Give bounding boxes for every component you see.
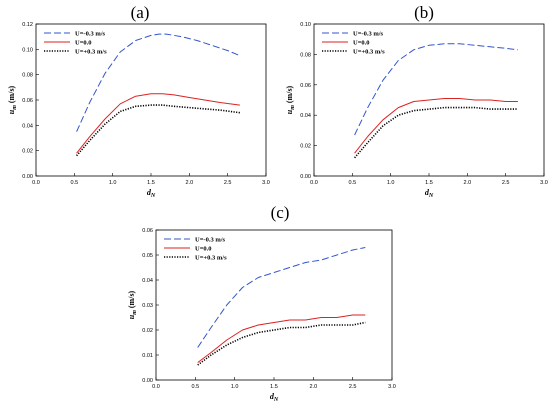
- series-line-0: [197, 247, 366, 348]
- x-tick-label: 1.5: [425, 180, 433, 186]
- legend-entry-1: U=0.0: [195, 245, 212, 252]
- x-tick-label: 0.5: [349, 180, 357, 186]
- series-line-0: [76, 33, 241, 132]
- y-tick-label: 0.00: [300, 174, 311, 180]
- y-tick-label: 0.06: [300, 83, 311, 89]
- legend-entry-0: U=-0.3 m/s: [75, 30, 106, 37]
- x-tick-label: 2.0: [310, 384, 318, 390]
- series-line-1: [354, 98, 518, 154]
- x-tick-label: 2.5: [224, 180, 232, 186]
- y-tick-label: 0.10: [22, 47, 33, 53]
- legend-entry-1: U=0.0: [75, 39, 92, 46]
- x-tick-label: 3.0: [262, 180, 270, 186]
- y-tick-label: 0.05: [142, 253, 153, 259]
- legend-entry-0: U=-0.3 m/s: [195, 236, 226, 243]
- y-tick-label: 0.06: [142, 228, 153, 234]
- legend-entry-2: U=+0.3 m/s: [75, 48, 107, 55]
- panel-label: (b): [414, 3, 434, 22]
- y-tick-label: 0.04: [22, 123, 33, 129]
- x-tick-label: 2.0: [186, 180, 194, 186]
- series-line-2: [353, 106, 518, 159]
- y-axis-title: um (m/s): [285, 85, 296, 114]
- x-tick-label: 2.0: [464, 180, 472, 186]
- x-tick-label: 1.5: [270, 384, 278, 390]
- y-tick-label: 0.02: [142, 328, 153, 334]
- y-tick-label: 0.01: [142, 353, 153, 359]
- chart-panel-a: (a) 0.0 0.5 1.0 1.5 2.0 2.5 3.0 0.00 0.02 0.04 0.06…: [7, 3, 270, 199]
- y-axis-title: um (m/s): [7, 85, 18, 114]
- chart-panel-c: (c) 0.0 0.5 1.0 1.5 2.0 2.5 3.0 0.00 0.01 0.02 0.03…: [127, 203, 396, 402]
- x-axis-title: dN: [270, 392, 279, 402]
- x-tick-label: 2.5: [349, 384, 357, 390]
- y-axis-title: um (m/s): [127, 290, 138, 319]
- legend-entry-1: U=0.0: [353, 39, 370, 46]
- legend-entry-2: U=+0.3 m/s: [195, 254, 227, 261]
- plot-frame: [35, 23, 267, 177]
- series-line-1: [76, 93, 240, 154]
- series-line-1: [197, 314, 366, 363]
- series-line-0: [354, 43, 518, 136]
- y-tick-label: 0.04: [142, 278, 153, 284]
- legend-entry-2: U=+0.3 m/s: [353, 48, 385, 55]
- y-tick-label: 0.06: [22, 98, 33, 104]
- x-tick-label: 0.0: [32, 180, 40, 186]
- y-tick-label: 0.02: [22, 149, 33, 155]
- series-line-2: [197, 321, 366, 366]
- y-tick-label: 0.08: [300, 52, 311, 58]
- x-tick-label: 0.5: [71, 180, 79, 186]
- x-tick-label: 0.0: [152, 384, 160, 390]
- y-tick-label: 0.00: [142, 378, 153, 384]
- y-tick-label: 0.08: [22, 73, 33, 79]
- panel-label: (a): [131, 3, 150, 22]
- x-tick-label: 1.0: [387, 180, 395, 186]
- legend-entry-0: U=-0.3 m/s: [353, 30, 384, 37]
- y-tick-label: 0.03: [142, 303, 153, 309]
- panel-label: (c): [271, 203, 290, 222]
- y-tick-label: 0.00: [22, 174, 33, 180]
- x-tick-label: 3.0: [388, 384, 396, 390]
- x-tick-label: 1.0: [109, 180, 117, 186]
- x-axis-title: dN: [425, 188, 434, 199]
- x-tick-label: 1.0: [231, 384, 239, 390]
- x-tick-label: 2.5: [502, 180, 510, 186]
- y-tick-label: 0.10: [300, 22, 311, 28]
- y-tick-label: 0.04: [300, 113, 311, 119]
- x-tick-label: 3.0: [540, 180, 548, 186]
- series-line-2: [75, 104, 241, 157]
- x-tick-label: 0.5: [192, 384, 200, 390]
- y-tick-label: 0.02: [300, 144, 311, 150]
- x-tick-label: 0.0: [310, 180, 318, 186]
- x-axis-title: dN: [147, 188, 156, 199]
- x-tick-label: 1.5: [147, 180, 155, 186]
- y-tick-label: 0.12: [22, 22, 33, 28]
- chart-panel-b: (b) 0.0 0.5 1.0 1.5 2.0 2.5 3.0 0.00 0.02 0.04 0.06…: [285, 3, 548, 199]
- plot-frame: [155, 229, 393, 381]
